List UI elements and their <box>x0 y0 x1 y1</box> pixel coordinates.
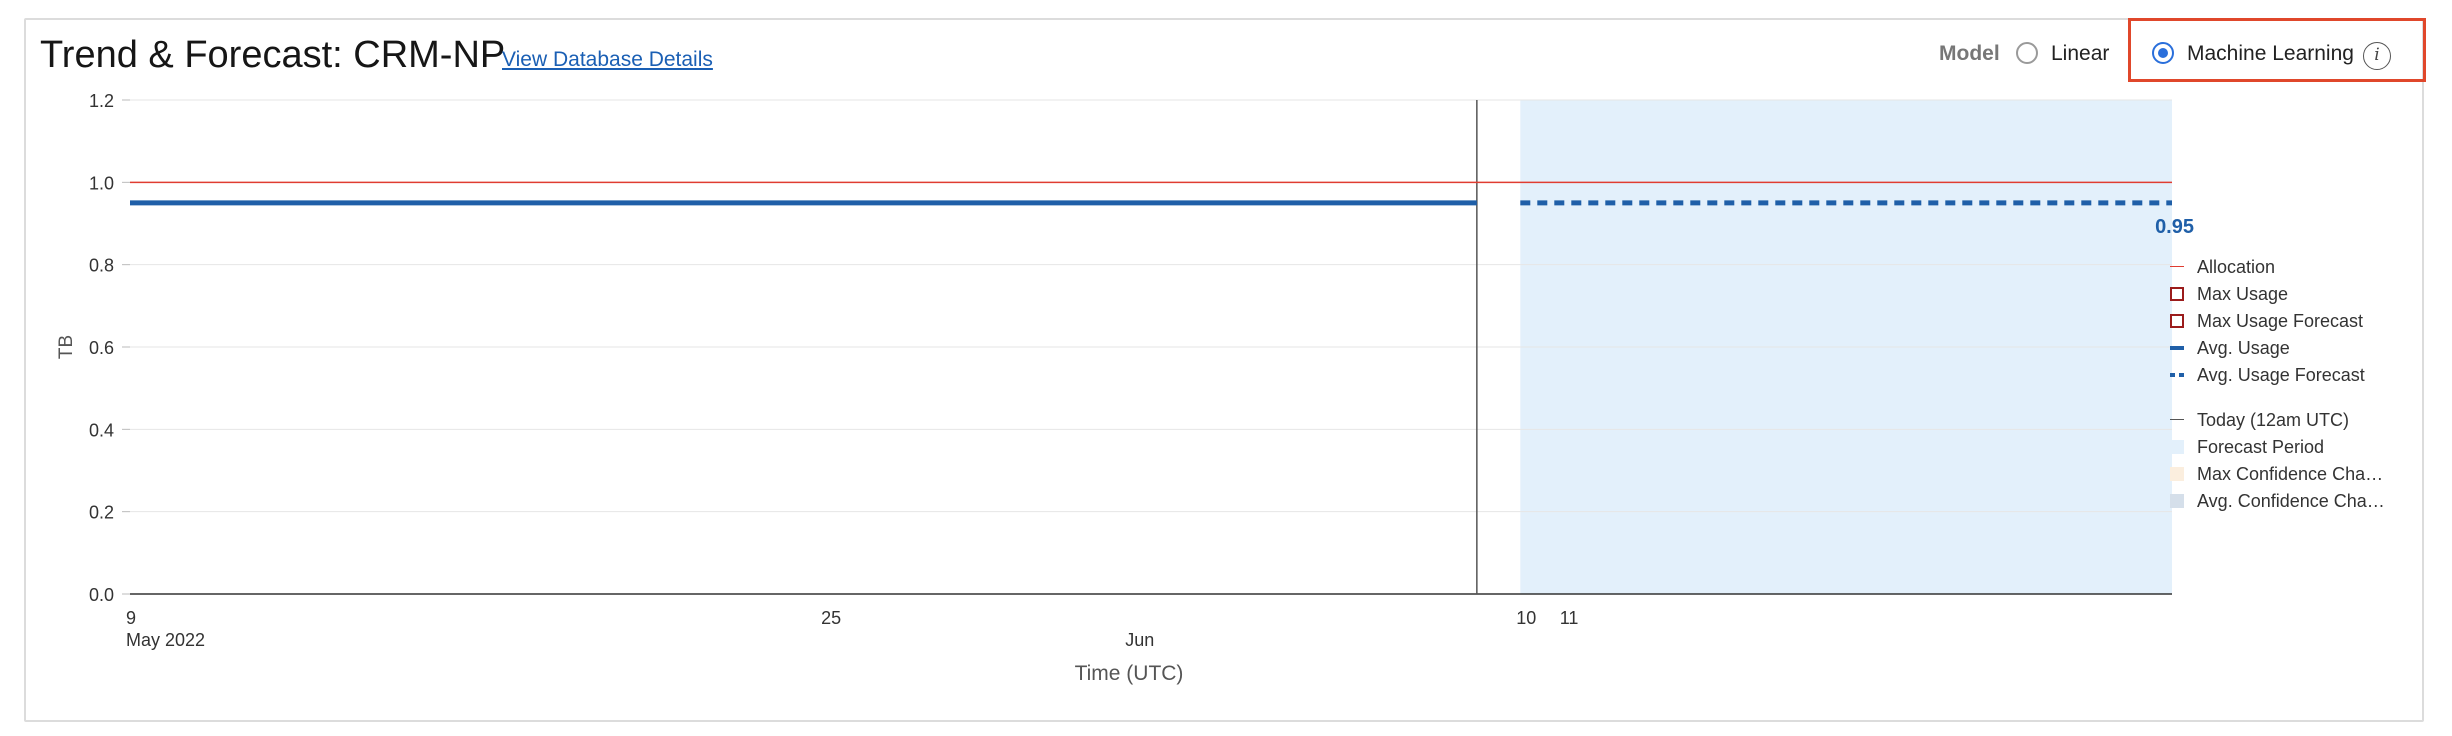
data-label: 0.95 <box>2155 216 2194 238</box>
y-tick-label: 0.6 <box>89 338 114 358</box>
y-tick-label: 0.2 <box>89 503 114 523</box>
x-tick-sublabel: May 2022 <box>126 630 205 650</box>
legend-label: Today (12am UTC) <box>2197 410 2350 430</box>
legend-label: Forecast Period <box>2197 437 2325 457</box>
legend-swatch <box>2170 314 2184 328</box>
x-tick-label: 25 <box>821 608 841 628</box>
legend-swatch <box>2170 419 2184 420</box>
legend-label: Max Usage Forecast <box>2197 311 2364 331</box>
y-tick-label: 0.4 <box>89 420 114 440</box>
info-icon[interactable]: i <box>2363 42 2391 70</box>
view-database-details-link[interactable]: View Database Details <box>502 48 713 71</box>
legend-label: Max Usage <box>2197 284 2289 304</box>
x-tick-label: 9 <box>126 608 136 628</box>
radio-machine-learning[interactable] <box>2152 42 2174 64</box>
radio-linear-label[interactable]: Linear <box>2051 42 2110 65</box>
x-tick-label: 10 <box>1516 608 1536 628</box>
legend-swatch <box>2170 287 2184 301</box>
legend-swatch <box>2170 266 2184 267</box>
x-tick-label: 11 <box>1560 608 1579 628</box>
y-axis-title: TB <box>56 335 77 359</box>
y-tick-label: 1.0 <box>89 173 114 193</box>
radio-machine-learning-label[interactable]: Machine Learning <box>2187 42 2354 65</box>
legend-label: Max Confidence Cha… <box>2197 464 2384 484</box>
model-label: Model <box>1939 42 2000 65</box>
legend-label: Allocation <box>2197 257 2276 277</box>
model-highlight-box <box>2128 18 2426 82</box>
legend-swatch <box>2170 467 2184 481</box>
legend-label: Avg. Usage <box>2197 338 2290 358</box>
x-tick-sublabel: Jun <box>1125 630 1154 650</box>
legend-swatch <box>2170 494 2184 508</box>
legend-label: Avg. Confidence Cha… <box>2197 491 2385 511</box>
page-title: Trend & Forecast: CRM-NP <box>40 34 506 76</box>
y-tick-label: 1.2 <box>89 91 114 111</box>
chart-panel <box>24 18 2424 722</box>
legend-swatch <box>2170 440 2184 454</box>
y-tick-label: 0.8 <box>89 256 114 276</box>
y-tick-label: 0.0 <box>89 585 114 605</box>
radio-linear[interactable] <box>2016 42 2038 64</box>
x-axis-title: Time (UTC) <box>1075 662 1184 685</box>
legend-swatch <box>2170 373 2184 377</box>
legend-swatch <box>2170 346 2184 350</box>
legend-label: Avg. Usage Forecast <box>2197 365 2365 385</box>
